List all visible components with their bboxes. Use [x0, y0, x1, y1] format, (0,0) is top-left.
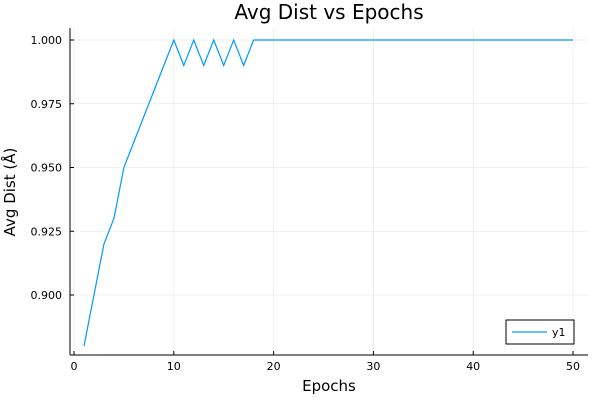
legend-label: y1: [552, 326, 566, 339]
y-tick-label: 0.900: [31, 289, 63, 302]
x-tick-label: 50: [566, 360, 580, 373]
chart-title: Avg Dist vs Epochs: [234, 0, 423, 24]
y-tick-label: 0.950: [31, 162, 63, 175]
y-tick-label: 0.925: [31, 225, 63, 238]
legend: y1: [505, 319, 575, 345]
x-axis-ticks: 0 10 20 30 40 50: [71, 351, 580, 373]
x-tick-label: 20: [267, 360, 281, 373]
series-group: [83, 38, 573, 347]
y-axis-title: Avg Dist (Å): [0, 148, 19, 237]
x-tick-label: 40: [466, 360, 480, 373]
x-axis-title: Epochs: [302, 377, 356, 395]
series-line-y1: [83, 38, 573, 347]
x-tick-label: 10: [167, 360, 181, 373]
y-axis-ticks: 0.900 0.925 0.950 0.975 1.000: [31, 34, 74, 302]
y-tick-label: 0.975: [31, 98, 63, 111]
y-tick-label: 1.000: [31, 34, 63, 47]
x-tick-label: 0: [71, 360, 78, 373]
x-tick-label: 30: [366, 360, 380, 373]
